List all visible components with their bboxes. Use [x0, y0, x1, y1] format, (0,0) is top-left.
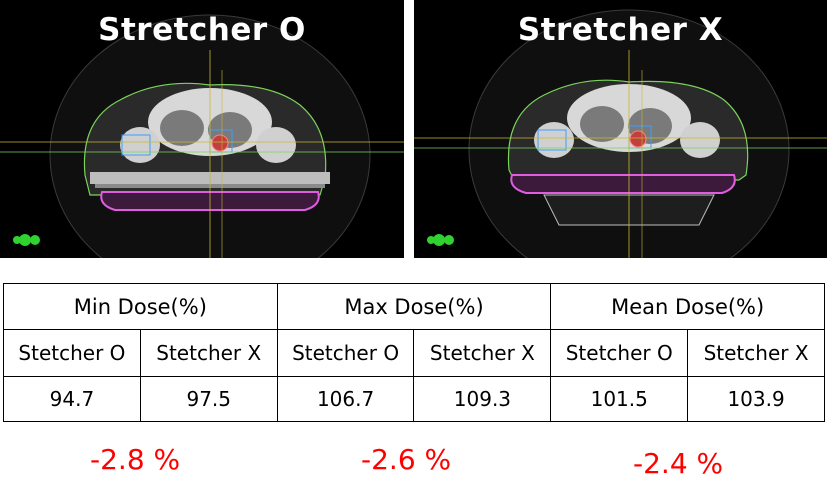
mean-dose-value-x: 103.9 — [687, 376, 825, 422]
table-subheader-row: Stetcher O Stetcher X Stetcher O Stetche… — [3, 329, 825, 377]
min-dose-value-x: 97.5 — [139, 376, 278, 422]
max-dose-value-x: 109.3 — [413, 376, 552, 422]
ct-scan-graphic — [0, 14, 404, 258]
ct-scan-graphic — [414, 9, 827, 258]
ct-image-stretcher-x: Stretcher X — [414, 0, 827, 258]
mean-dose-difference: -2.4 % — [633, 447, 724, 480]
panel-title-left: Stretcher O — [98, 12, 306, 48]
min-dose-value-o: 94.7 — [3, 376, 141, 422]
min-dose-sub-o: Stetcher O — [3, 329, 141, 377]
min-dose-header: Min Dose(%) — [3, 283, 278, 330]
ct-image-stretcher-o: Stretcher O — [0, 0, 404, 258]
max-dose-header: Max Dose(%) — [276, 283, 552, 330]
panel-title-right: Stretcher X — [517, 12, 724, 48]
mean-dose-header: Mean Dose(%) — [550, 283, 825, 330]
table-header-row: Min Dose(%) Max Dose(%) Mean Dose(%) — [3, 283, 825, 330]
max-dose-value-o: 106.7 — [276, 376, 415, 422]
mean-dose-value-o: 101.5 — [550, 376, 689, 422]
max-dose-difference: -2.6 % — [361, 443, 452, 476]
min-dose-sub-x: Stetcher X — [139, 329, 278, 377]
dose-comparison-table: Min Dose(%) Max Dose(%) Mean Dose(%) Ste… — [3, 283, 825, 422]
table-values-row: 94.7 97.5 106.7 109.3 101.5 103.9 — [3, 376, 825, 422]
max-dose-sub-x: Stetcher X — [413, 329, 552, 377]
mean-dose-sub-x: Stetcher X — [687, 329, 825, 377]
min-dose-difference: -2.8 % — [90, 443, 181, 476]
max-dose-sub-o: Stetcher O — [276, 329, 415, 377]
mean-dose-sub-o: Stetcher O — [550, 329, 689, 377]
